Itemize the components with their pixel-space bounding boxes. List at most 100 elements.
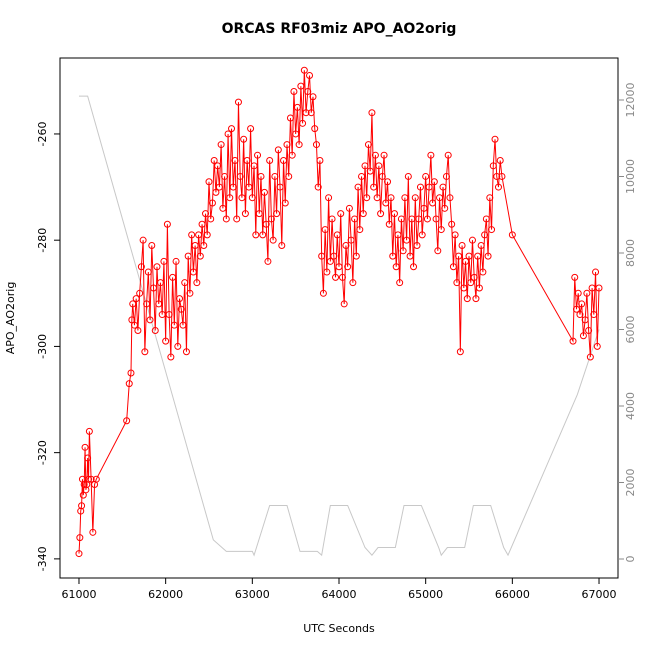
data-point xyxy=(361,162,369,170)
data-point xyxy=(345,204,353,212)
data-point xyxy=(202,210,210,218)
data-point xyxy=(595,284,603,292)
data-point xyxy=(427,151,435,159)
data-point xyxy=(321,226,329,234)
data-point xyxy=(446,194,454,202)
y2-tick-label: 2000 xyxy=(624,468,637,496)
data-point xyxy=(281,199,289,207)
data-point xyxy=(141,348,149,356)
data-point xyxy=(444,151,452,159)
data-point xyxy=(169,273,177,281)
data-point xyxy=(385,220,393,228)
data-point xyxy=(260,188,268,196)
data-point xyxy=(585,326,593,334)
data-point xyxy=(481,231,489,239)
data-point xyxy=(248,194,256,202)
data-point xyxy=(177,305,185,313)
y2-tick-label: 6000 xyxy=(624,315,637,343)
data-point xyxy=(354,183,362,191)
data-point xyxy=(496,157,504,165)
data-point xyxy=(302,109,310,117)
data-point xyxy=(271,172,279,180)
data-point xyxy=(195,231,203,239)
data-point xyxy=(181,279,189,287)
data-point xyxy=(462,257,470,265)
data-point xyxy=(460,284,468,292)
data-point xyxy=(191,241,199,249)
data-point xyxy=(205,178,213,186)
data-point xyxy=(441,204,449,212)
data-point xyxy=(155,300,163,308)
data-point xyxy=(472,295,480,303)
data-point xyxy=(87,475,95,483)
data-point xyxy=(224,130,232,138)
data-point xyxy=(384,178,392,186)
data-point xyxy=(283,141,291,149)
data-point xyxy=(375,162,383,170)
data-point xyxy=(222,215,230,223)
data-point xyxy=(576,311,584,319)
x-tick-label: 62000 xyxy=(148,588,183,601)
data-point xyxy=(342,241,350,249)
data-point xyxy=(207,215,215,223)
data-point xyxy=(436,194,444,202)
data-point xyxy=(75,550,83,558)
data-point xyxy=(245,183,253,191)
data-point xyxy=(316,157,324,165)
data-point xyxy=(203,231,211,239)
data-point xyxy=(456,348,464,356)
x-tick-label: 67000 xyxy=(582,588,617,601)
data-point xyxy=(241,210,249,218)
data-point xyxy=(250,162,258,170)
data-point xyxy=(330,252,338,260)
data-point xyxy=(150,284,158,292)
data-point xyxy=(156,279,164,287)
data-point xyxy=(174,342,182,350)
data-point xyxy=(148,241,156,249)
data-point xyxy=(132,295,140,303)
data-point xyxy=(254,151,262,159)
data-point xyxy=(590,311,598,319)
data-point xyxy=(358,172,366,180)
data-point xyxy=(572,305,580,313)
data-point xyxy=(479,268,487,276)
data-point xyxy=(208,199,216,207)
data-point xyxy=(491,135,499,143)
data-point xyxy=(312,141,320,149)
data-point xyxy=(217,141,225,149)
series-line xyxy=(78,70,600,554)
data-point xyxy=(162,337,170,345)
data-point xyxy=(371,151,379,159)
data-point xyxy=(453,279,461,287)
data-point xyxy=(76,534,84,542)
data-point xyxy=(231,157,239,165)
data-point xyxy=(396,279,404,287)
data-point xyxy=(170,321,178,329)
data-point xyxy=(210,157,218,165)
data-point xyxy=(306,72,314,80)
data-point xyxy=(488,226,496,234)
data-point xyxy=(233,215,241,223)
data-point xyxy=(215,183,223,191)
data-point xyxy=(498,172,506,180)
data-point xyxy=(352,252,360,260)
y2-tick-label: 4000 xyxy=(624,392,637,420)
data-point xyxy=(493,172,501,180)
data-point xyxy=(401,194,409,202)
data-point xyxy=(434,247,442,255)
data-point xyxy=(356,226,364,234)
data-point xyxy=(571,273,579,281)
data-point xyxy=(184,252,192,260)
data-point xyxy=(465,252,473,260)
data-point xyxy=(290,87,298,95)
data-point xyxy=(588,284,596,292)
data-point xyxy=(344,263,352,271)
data-point xyxy=(252,231,260,239)
data-point xyxy=(326,257,334,265)
data-point xyxy=(359,210,367,218)
data-point xyxy=(390,210,398,218)
data-point xyxy=(592,268,600,276)
data-point xyxy=(186,289,194,297)
data-point xyxy=(403,236,411,244)
data-point xyxy=(432,215,440,223)
